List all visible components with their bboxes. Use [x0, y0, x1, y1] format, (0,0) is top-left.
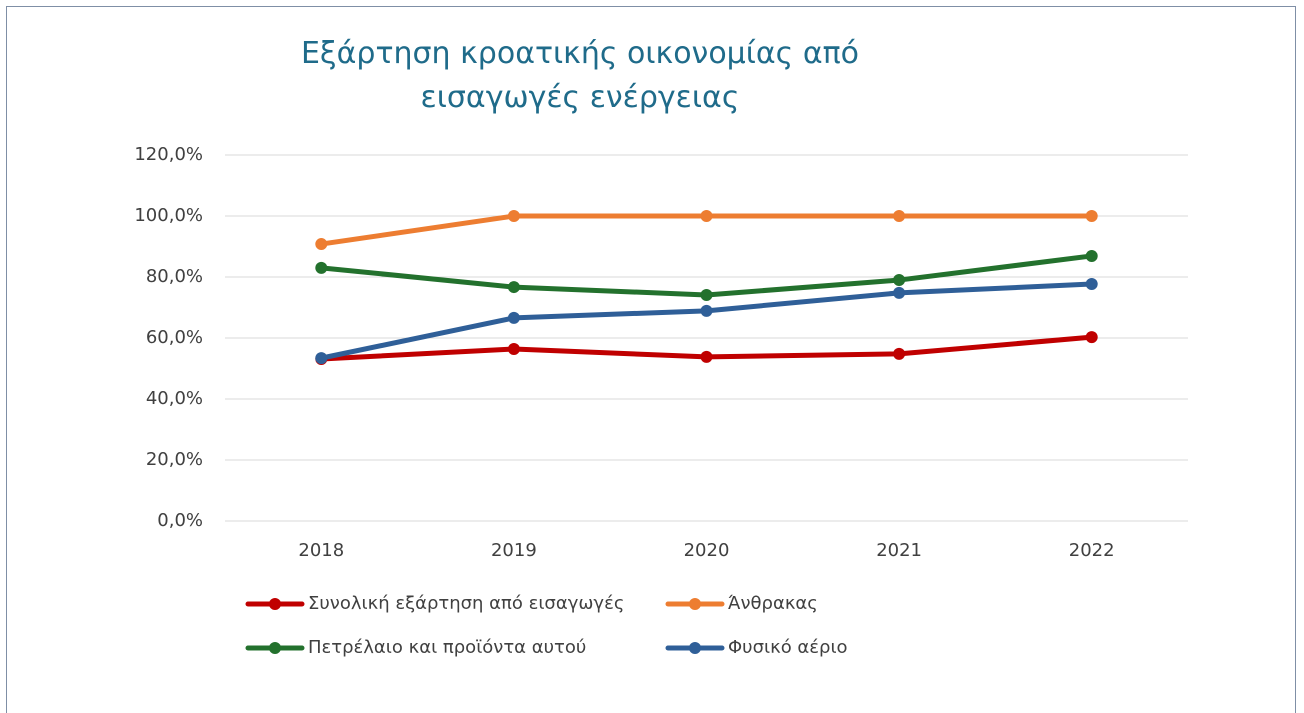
legend-marker — [269, 598, 281, 610]
x-tick-label: 2020 — [684, 540, 730, 561]
data-point — [507, 210, 520, 222]
data-point — [1085, 249, 1098, 262]
legend-label: Συνολική εξάρτηση από εισαγωγές — [308, 593, 624, 614]
data-point — [893, 286, 906, 299]
x-tick-label: 2021 — [876, 540, 922, 561]
data-point — [1085, 331, 1098, 344]
legend-marker — [689, 642, 701, 654]
y-tick-label: 60,0% — [146, 327, 203, 348]
x-tick-label: 2022 — [1069, 540, 1115, 561]
legend-label: Πετρέλαιο και προϊόντα αυτού — [308, 637, 586, 658]
data-point — [507, 281, 520, 294]
data-point — [315, 352, 328, 365]
y-tick-label: 80,0% — [146, 266, 203, 287]
legend-marker — [689, 598, 701, 610]
y-tick-label: 120,0% — [134, 144, 203, 165]
chart-frame — [6, 6, 1296, 713]
legend-label: Άνθρακας — [728, 593, 818, 614]
data-point — [507, 311, 520, 324]
data-point — [507, 342, 520, 355]
data-point — [700, 288, 713, 301]
data-point — [893, 210, 906, 222]
data-point — [1085, 278, 1098, 291]
data-point — [700, 304, 713, 317]
x-tick-label: 2018 — [298, 540, 344, 561]
chart-title: Εξάρτηση κροατικής οικονομίας από εισαγω… — [300, 36, 860, 115]
y-tick-label: 20,0% — [146, 449, 203, 470]
data-point — [893, 274, 906, 287]
data-point — [893, 347, 906, 360]
legend-label: Φυσικό αέριο — [728, 637, 848, 658]
data-point — [315, 261, 328, 274]
data-point — [700, 210, 713, 222]
x-tick-label: 2019 — [491, 540, 537, 561]
legend-marker — [269, 642, 281, 654]
y-tick-label: 40,0% — [146, 388, 203, 409]
data-point — [315, 238, 328, 251]
y-tick-label: 0,0% — [157, 510, 203, 531]
data-point — [1085, 210, 1098, 222]
y-tick-label: 100,0% — [134, 205, 203, 226]
data-point — [700, 350, 713, 363]
